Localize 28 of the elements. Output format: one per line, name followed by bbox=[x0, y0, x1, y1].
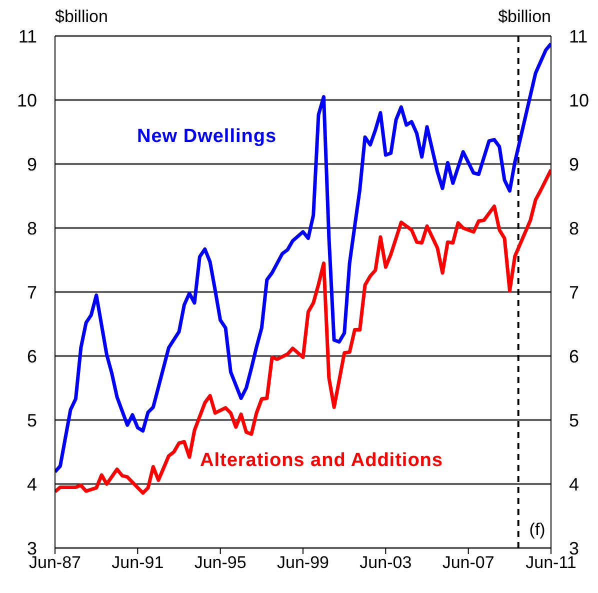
y-axis-title: $billion bbox=[55, 7, 108, 27]
y-tick-label: 8 bbox=[26, 218, 37, 238]
text: New Dwellings bbox=[137, 126, 277, 148]
ref-line-label: (f) bbox=[529, 520, 546, 539]
x-tick-label: Jun-07 bbox=[442, 553, 494, 572]
series-label: Alterations and Additions bbox=[200, 450, 443, 472]
y-tick-label: 4 bbox=[26, 474, 37, 494]
y2-tick-label: 8 bbox=[569, 218, 580, 238]
y-tick-label: 10 bbox=[16, 90, 37, 110]
x-tick-label: Jun-91 bbox=[112, 553, 164, 572]
line-series bbox=[55, 168, 551, 495]
y2-tick-label: 4 bbox=[569, 474, 580, 494]
line-series bbox=[55, 42, 551, 474]
y-tick-label: 9 bbox=[26, 154, 37, 174]
y-tick-label: 11 bbox=[18, 26, 37, 46]
x-tick-label: Jun-99 bbox=[277, 553, 329, 572]
y2-tick-label: 10 bbox=[569, 90, 590, 110]
x-tick-label: Jun-03 bbox=[360, 553, 412, 572]
y2-tick-label: 6 bbox=[569, 346, 580, 366]
y2-tick-label: 11 bbox=[569, 26, 588, 46]
y2-axis-title: $billion bbox=[498, 7, 551, 27]
x-tick-label: Jun-95 bbox=[194, 553, 246, 572]
y2-tick-label: 7 bbox=[569, 282, 580, 302]
y-tick-label: 5 bbox=[26, 410, 37, 430]
y-tick-label: 6 bbox=[26, 346, 37, 366]
y2-tick-label: 9 bbox=[569, 154, 580, 174]
y-tick-label: 7 bbox=[26, 282, 37, 302]
y2-tick-label: 5 bbox=[569, 410, 580, 430]
